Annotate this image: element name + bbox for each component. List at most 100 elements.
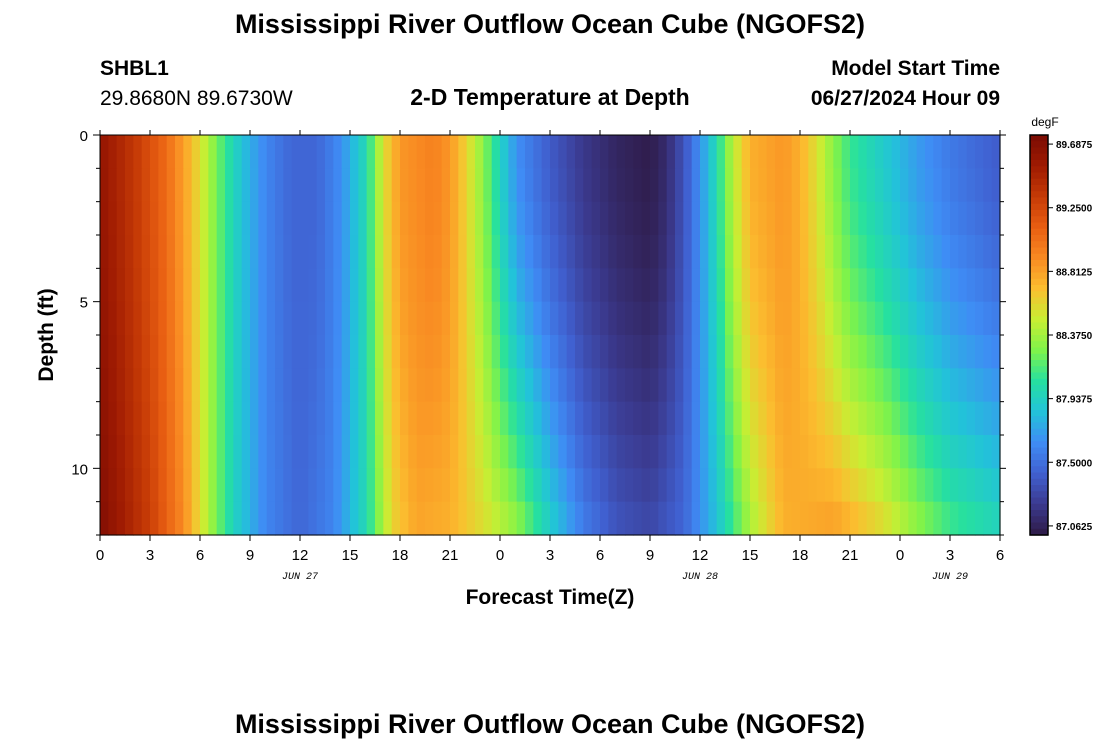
heatmap-cell xyxy=(966,235,976,269)
heatmap-cell xyxy=(983,435,993,469)
heatmap-cell xyxy=(433,468,443,503)
heatmap-cell xyxy=(683,201,693,236)
heatmap-cell xyxy=(975,435,984,469)
heatmap-cell xyxy=(200,201,209,236)
heatmap-cell xyxy=(925,468,934,503)
heatmap-cell xyxy=(600,335,609,369)
heatmap-cell xyxy=(350,335,359,369)
heatmap-cell xyxy=(275,168,284,203)
heatmap-cell xyxy=(708,501,718,536)
heatmap-cell xyxy=(650,135,659,169)
heatmap-cell xyxy=(208,435,218,469)
heatmap-cell xyxy=(816,435,826,469)
heatmap-cell xyxy=(233,368,243,403)
heatmap-cell xyxy=(175,201,184,236)
heatmap-cell xyxy=(966,468,976,503)
heatmap-cell xyxy=(275,468,284,503)
heatmap-cell xyxy=(558,435,568,469)
heatmap-cell xyxy=(258,301,268,336)
heatmap-cell xyxy=(558,201,568,236)
heatmap-cell xyxy=(700,301,709,336)
colorbar-segment xyxy=(1030,416,1048,424)
heatmap-cell xyxy=(808,135,818,169)
heatmap-cell xyxy=(508,335,518,369)
heatmap-cell xyxy=(775,468,784,503)
heatmap-cell xyxy=(150,401,159,436)
heatmap-cell xyxy=(316,235,326,269)
heatmap-cell xyxy=(466,201,476,236)
heatmap-cell xyxy=(983,335,993,369)
heatmap-cell xyxy=(658,201,668,236)
heatmap-cell xyxy=(625,501,634,536)
heatmap-cell xyxy=(533,401,543,436)
heatmap-cell xyxy=(308,168,318,203)
heatmap-cell xyxy=(358,235,368,269)
heatmap-cell xyxy=(450,501,459,536)
heatmap-cell xyxy=(541,368,551,403)
x-tick-label: 0 xyxy=(896,547,904,564)
heatmap-cell xyxy=(725,235,734,269)
heatmap-cell xyxy=(791,268,801,303)
heatmap-cell xyxy=(383,268,393,303)
heatmap-cell xyxy=(400,435,409,469)
heatmap-cell xyxy=(925,501,934,536)
heatmap-cell xyxy=(241,468,251,503)
heatmap-cell xyxy=(983,301,993,336)
heatmap-cell xyxy=(891,435,901,469)
heatmap-cell xyxy=(775,435,784,469)
heatmap-cell xyxy=(608,368,618,403)
heatmap-cell xyxy=(558,135,568,169)
heatmap-cell xyxy=(741,301,751,336)
heatmap-cell xyxy=(266,468,276,503)
heatmap-cell xyxy=(158,135,168,169)
heatmap-cell xyxy=(416,168,426,203)
heatmap-cell xyxy=(308,335,318,369)
heatmap-cell xyxy=(783,201,793,236)
heatmap-cell xyxy=(591,435,601,469)
heatmap-cell xyxy=(408,501,418,536)
heatmap-cell xyxy=(783,235,793,269)
heatmap-cell xyxy=(600,201,609,236)
heatmap-cell xyxy=(600,501,609,536)
heatmap-cell xyxy=(208,168,218,203)
heatmap-cell xyxy=(666,401,676,436)
heatmap-cell xyxy=(525,435,534,469)
heatmap-cell xyxy=(350,435,359,469)
heatmap-cell xyxy=(675,168,684,203)
heatmap-cell xyxy=(558,335,568,369)
heatmap-cell xyxy=(266,301,276,336)
heatmap-cell xyxy=(641,435,651,469)
heatmap-cell xyxy=(175,168,184,203)
heatmap-cell xyxy=(608,235,618,269)
heatmap-cell xyxy=(333,401,343,436)
heatmap-cell xyxy=(750,201,759,236)
heatmap-cell xyxy=(558,301,568,336)
heatmap-cell xyxy=(275,401,284,436)
heatmap-cell xyxy=(808,168,818,203)
colorbar-segment xyxy=(1030,435,1048,442)
heatmap-cell xyxy=(291,335,301,369)
heatmap-cell xyxy=(566,501,576,536)
heatmap-cell xyxy=(716,135,726,169)
heatmap-cell xyxy=(308,468,318,503)
heatmap-cell xyxy=(183,268,193,303)
heatmap-cell xyxy=(525,135,534,169)
heatmap-cell xyxy=(858,301,868,336)
heatmap-cell xyxy=(341,235,351,269)
heatmap-cell xyxy=(850,501,859,536)
colorbar-segment xyxy=(1030,203,1048,211)
heatmap-cell xyxy=(433,401,443,436)
heatmap-cell xyxy=(491,501,501,536)
heatmap-cell xyxy=(300,468,309,503)
heatmap-cell xyxy=(316,435,326,469)
heatmap-cell xyxy=(141,368,151,403)
heatmap-cell xyxy=(316,268,326,303)
heatmap-cell xyxy=(225,201,234,236)
heatmap-cell xyxy=(250,335,259,369)
heatmap-cell xyxy=(291,268,301,303)
heatmap-cell xyxy=(766,501,776,536)
heatmap-cell xyxy=(600,468,609,503)
heatmap-cell xyxy=(158,335,168,369)
heatmap-cell xyxy=(425,235,434,269)
heatmap-cell xyxy=(416,368,426,403)
